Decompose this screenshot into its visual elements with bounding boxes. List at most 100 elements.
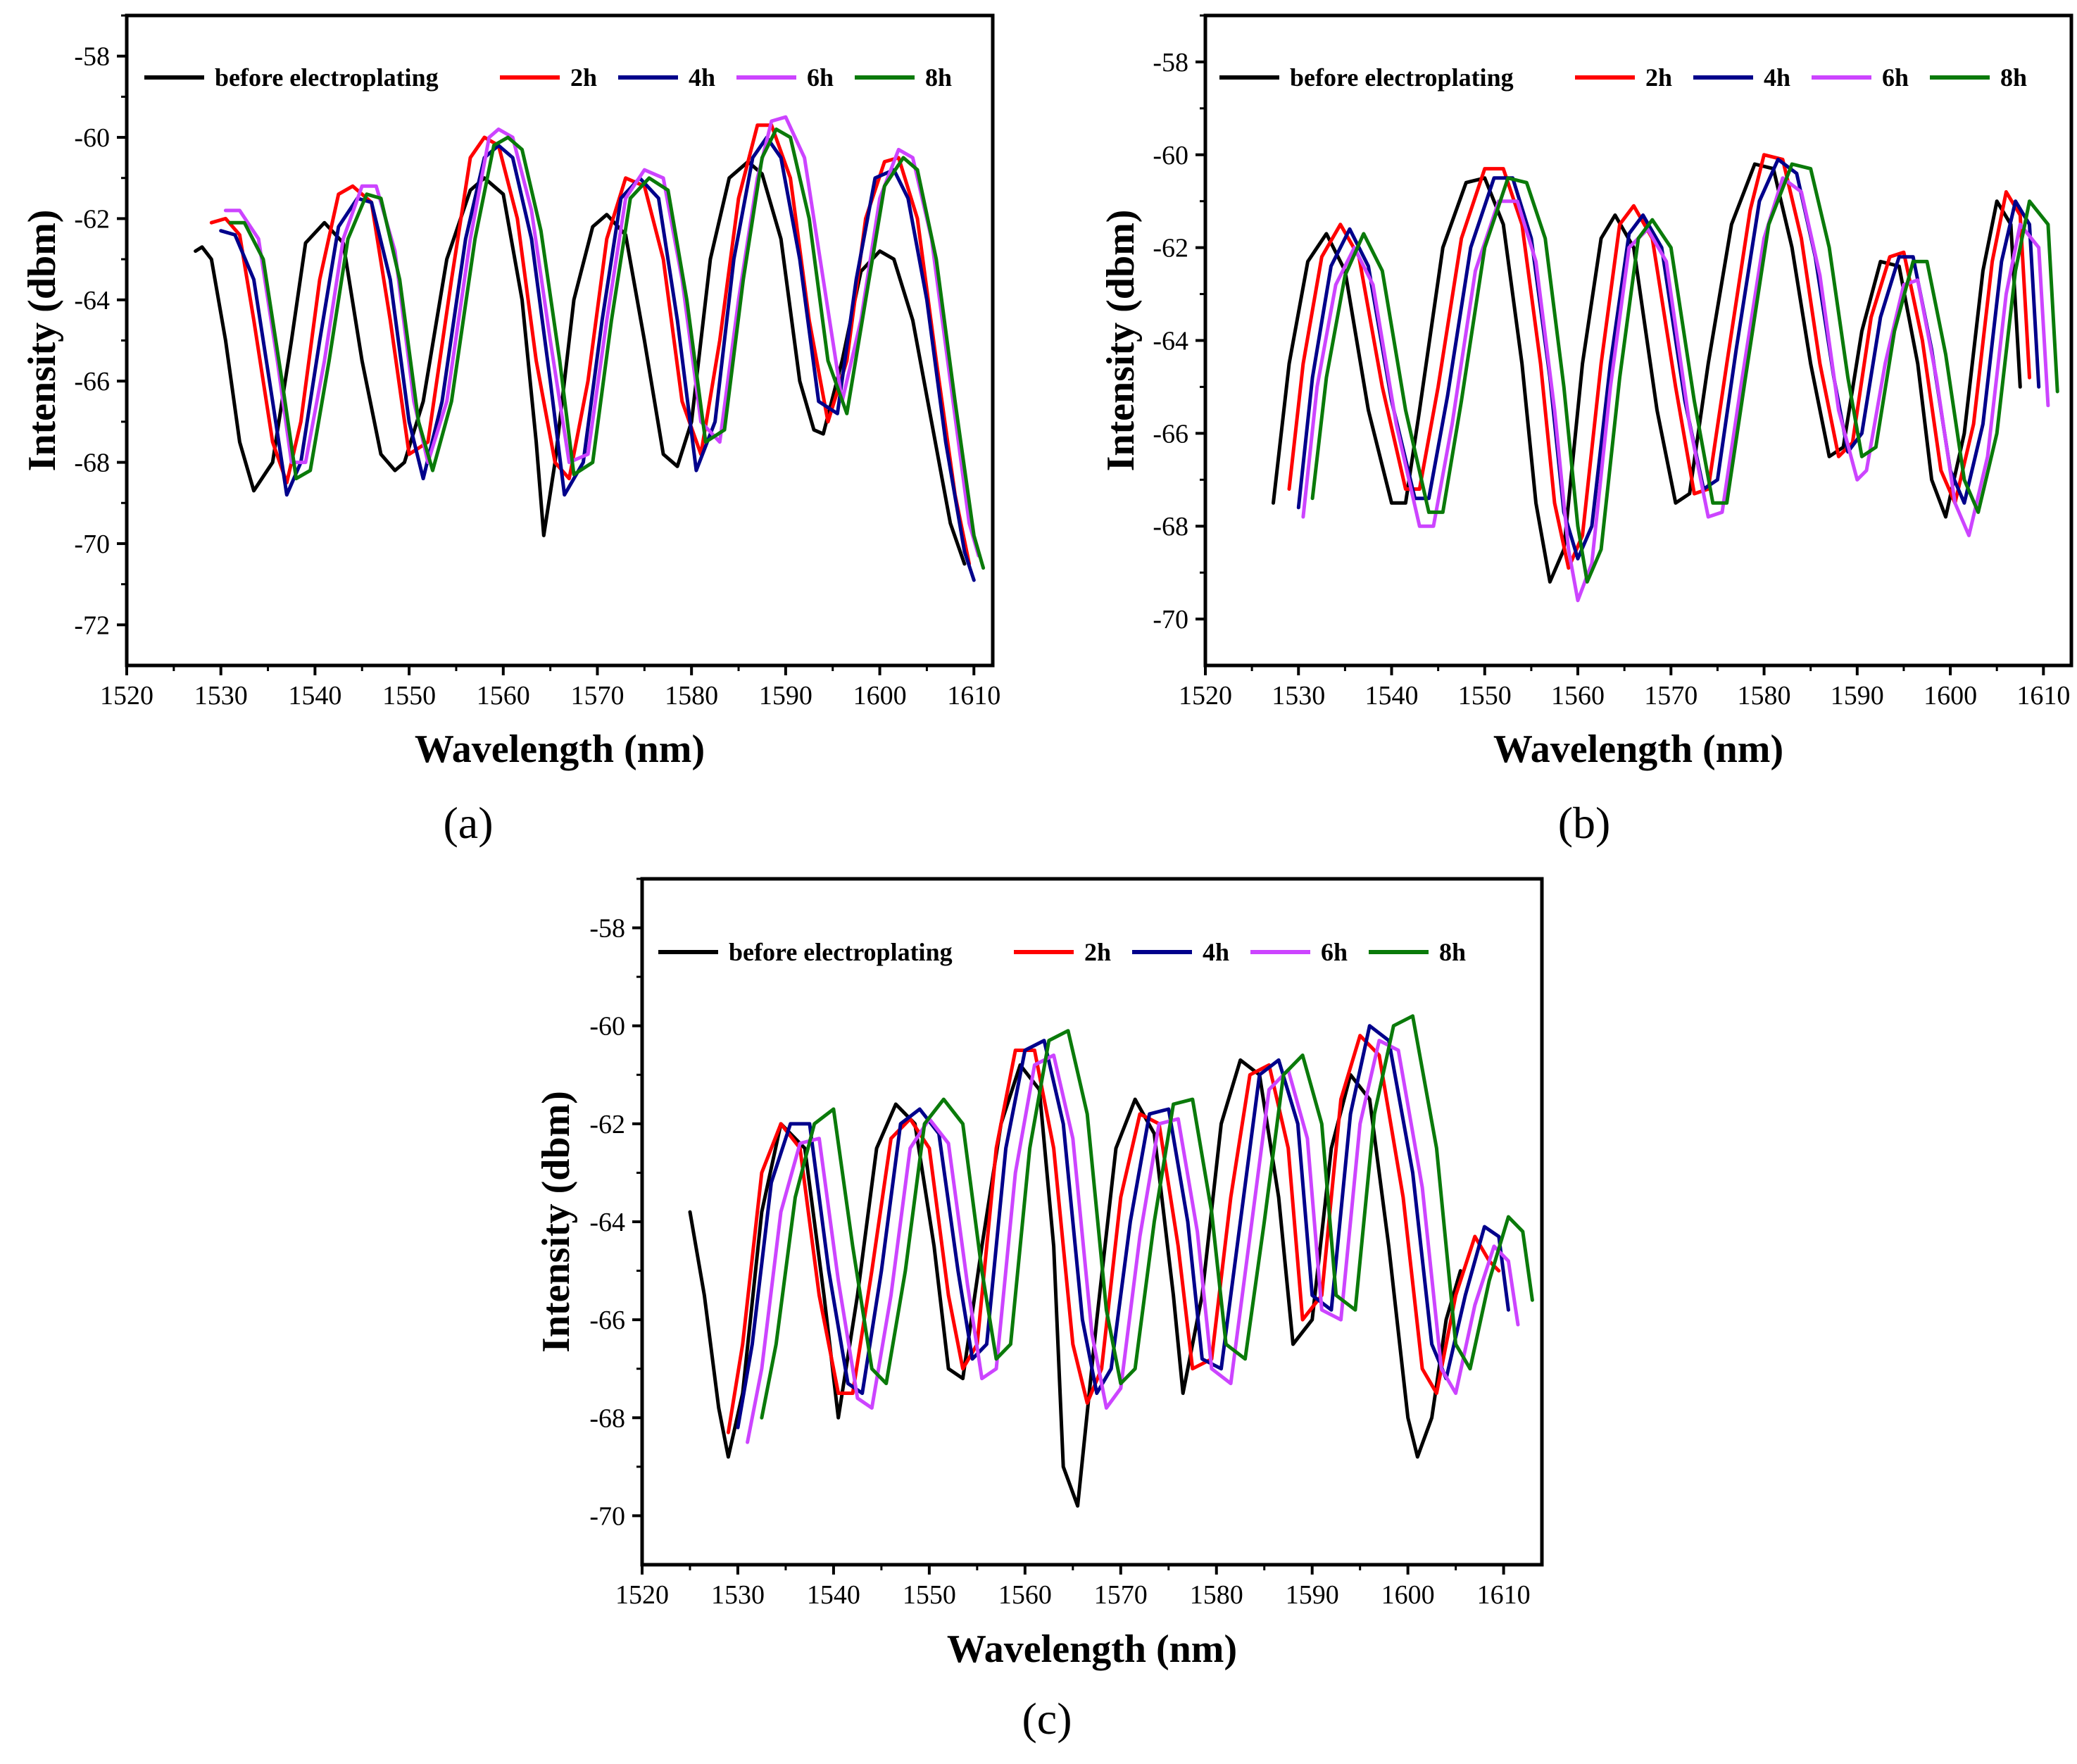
- legend-item-before-electroplating: before electroplating: [1219, 63, 1514, 92]
- x-tick-label: 1600: [1924, 681, 1977, 711]
- series-line-6h: [746, 1039, 1520, 1444]
- x-tick-label: 1600: [853, 681, 907, 711]
- x-tick-label: 1600: [1381, 1580, 1435, 1610]
- y-tick-label: -68: [1153, 512, 1188, 542]
- y-tick-label: -68: [589, 1403, 625, 1433]
- legend-label: 6h: [807, 63, 834, 92]
- y-tick-label: -62: [589, 1110, 625, 1139]
- x-axis-title: Wavelength (nm): [947, 1627, 1237, 1671]
- series-group: [1272, 153, 2059, 603]
- legend-item-4h: 4h: [618, 63, 715, 92]
- chart-panel-a: 1520 1530 1540 1550 1560 1570 1580 1590 1600 1610…: [20, 13, 1000, 771]
- y-axis-title: Intensity (dbm): [20, 210, 64, 472]
- legend: before electroplating 2h 4h 6h 8h: [1219, 63, 2027, 92]
- legend-label: before electroplating: [1290, 63, 1514, 92]
- legend-label: before electroplating: [729, 938, 953, 966]
- x-axis-title: Wavelength (nm): [1493, 727, 1783, 771]
- x-tick-label: 1580: [665, 681, 718, 711]
- y-tick-label: -68: [74, 449, 110, 478]
- x-tick-label: 1530: [1272, 681, 1325, 711]
- legend-label: 6h: [1321, 938, 1348, 966]
- y-tick-label: -70: [74, 530, 110, 559]
- legend-item-6h: 6h: [736, 63, 834, 92]
- panel-label-c: (c): [1022, 1694, 1072, 1744]
- x-tick-label: 1550: [903, 1580, 956, 1610]
- chart-panel-b: 1520 1530 1540 1550 1560 1570 1580 1590 1600 1610…: [1099, 13, 2073, 771]
- legend-label: 4h: [689, 63, 715, 92]
- x-tick-label: 1610: [1477, 1580, 1531, 1610]
- y-tick-label: -60: [74, 123, 110, 153]
- legend-item-2h: 2h: [1575, 63, 1672, 92]
- y-tick-label: -62: [1153, 234, 1188, 263]
- series-line-6h: [1301, 176, 2050, 603]
- y-axis-title: Intensity (dbm): [534, 1091, 578, 1353]
- x-axis-title: Wavelength (nm): [415, 727, 705, 771]
- series-line-2h: [1287, 153, 2031, 570]
- legend-label: 8h: [2000, 63, 2027, 92]
- y-tick-label: -58: [589, 914, 625, 944]
- y-tick-label: -60: [589, 1012, 625, 1041]
- y-tick-label: -66: [1153, 419, 1188, 449]
- x-tick-label: 1610: [947, 681, 1000, 711]
- legend-item-4h: 4h: [1693, 63, 1790, 92]
- y-tick-label: -66: [589, 1306, 625, 1335]
- y-tick-label: -66: [74, 367, 110, 396]
- x-tick-label: 1550: [1458, 681, 1512, 711]
- y-tick-label: -64: [1153, 327, 1188, 356]
- legend-item-8h: 8h: [1369, 938, 1466, 966]
- legend-label: 4h: [1764, 63, 1790, 92]
- x-tick-label: 1540: [807, 1580, 860, 1610]
- legend-label: 8h: [925, 63, 952, 92]
- legend: before electroplating 2h 4h 6h 8h: [144, 63, 952, 92]
- legend-item-6h: 6h: [1250, 938, 1348, 966]
- y-tick-label: -72: [74, 611, 110, 640]
- y-tick-label: -70: [589, 1501, 625, 1531]
- x-tick-label: 1560: [1551, 681, 1605, 711]
- legend-label: 2h: [570, 63, 597, 92]
- series-line-4h: [736, 1024, 1510, 1430]
- legend-label: 8h: [1439, 938, 1466, 966]
- legend-label: before electroplating: [215, 63, 439, 92]
- legend-label: 2h: [1084, 938, 1111, 966]
- x-tick-label: 1590: [759, 681, 812, 711]
- x-tick-label: 1520: [615, 1580, 669, 1610]
- y-tick-label: -62: [74, 204, 110, 234]
- x-tick-label: 1610: [2016, 681, 2070, 711]
- x-tick-label: 1520: [100, 681, 153, 711]
- x-tick-label: 1530: [194, 681, 248, 711]
- x-tick-label: 1570: [1644, 681, 1698, 711]
- legend-item-2h: 2h: [500, 63, 597, 92]
- series-group: [688, 1014, 1534, 1508]
- x-tick-label: 1560: [998, 1580, 1052, 1610]
- y-tick-label: -58: [74, 42, 110, 72]
- x-tick-label: 1550: [382, 681, 436, 711]
- series-line-8h: [228, 127, 986, 570]
- x-tick-label: 1580: [1738, 681, 1791, 711]
- panel-label-a: (a): [443, 798, 493, 848]
- series-line-8h: [760, 1014, 1534, 1420]
- series-line-6h: [223, 115, 981, 558]
- series-line-before-electroplating: [1272, 162, 2022, 584]
- panel-label-b: (b): [1558, 798, 1611, 848]
- y-tick-label: -58: [1153, 48, 1188, 77]
- x-tick-label: 1540: [1365, 681, 1419, 711]
- x-tick-label: 1560: [477, 681, 530, 711]
- series-line-8h: [1310, 162, 2059, 584]
- x-tick-label: 1570: [570, 681, 624, 711]
- y-tick-label: -70: [1153, 605, 1188, 634]
- legend-item-2h: 2h: [1014, 938, 1111, 966]
- legend-item-6h: 6h: [1812, 63, 1909, 92]
- x-tick-label: 1540: [288, 681, 341, 711]
- legend-item-before-electroplating: before electroplating: [144, 63, 439, 92]
- legend: before electroplating 2h 4h 6h 8h: [658, 938, 1466, 966]
- legend-item-8h: 8h: [1930, 63, 2027, 92]
- x-tick-label: 1580: [1190, 1580, 1243, 1610]
- y-axis-title: Intensity (dbm): [1099, 210, 1143, 472]
- legend-item-4h: 4h: [1132, 938, 1229, 966]
- x-tick-label: 1590: [1831, 681, 1884, 711]
- x-tick-label: 1530: [711, 1580, 765, 1610]
- legend-item-before-electroplating: before electroplating: [658, 938, 953, 966]
- legend-label: 4h: [1203, 938, 1229, 966]
- x-tick-label: 1520: [1179, 681, 1232, 711]
